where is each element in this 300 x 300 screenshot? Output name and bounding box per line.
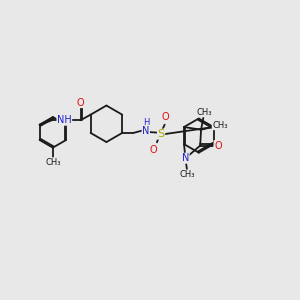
Text: O: O <box>150 145 157 155</box>
Text: N: N <box>142 126 149 136</box>
Text: CH₃: CH₃ <box>179 170 195 179</box>
Text: CH₃: CH₃ <box>196 108 212 117</box>
Text: S: S <box>158 129 165 139</box>
Text: O: O <box>214 141 222 151</box>
Text: CH₃: CH₃ <box>212 121 228 130</box>
Text: H: H <box>143 118 150 127</box>
Text: N: N <box>182 153 189 163</box>
Text: O: O <box>77 98 84 108</box>
Text: O: O <box>161 112 169 122</box>
Text: CH₃: CH₃ <box>45 158 61 167</box>
Text: NH: NH <box>57 115 72 125</box>
